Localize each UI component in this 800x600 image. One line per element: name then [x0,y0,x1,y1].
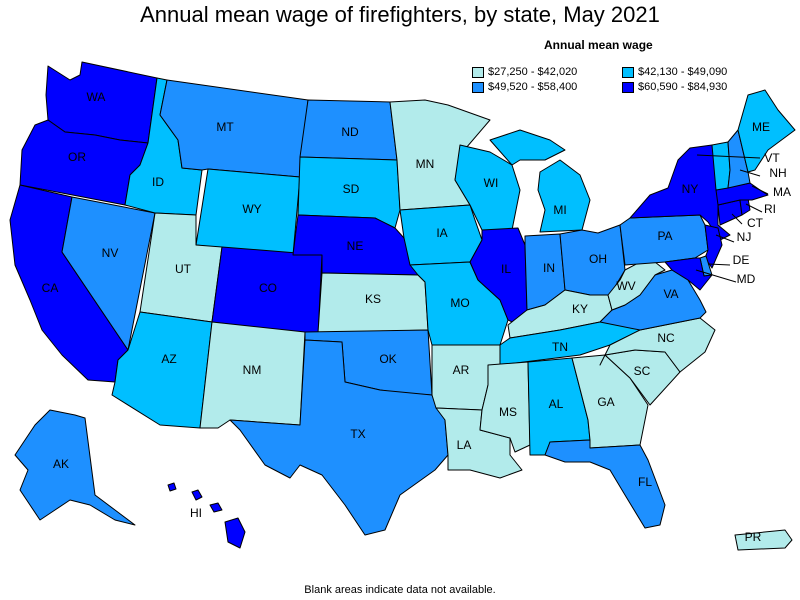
footnote: Blank areas indicate data not available. [304,584,496,596]
state-label-KY: KY [572,302,588,316]
state-label-NM: NM [243,363,262,377]
state-label-RI: RI [764,202,776,216]
state-label-WA: WA [87,90,106,104]
state-label-VT: VT [764,151,780,165]
state-label-AR: AR [453,363,470,377]
state-label-OH: OH [589,252,607,266]
legend-item-bin-3: $49,520 - $58,400 [472,81,577,93]
state-label-MO: MO [450,296,469,310]
state-label-NC: NC [657,331,675,345]
state-label-CT: CT [747,216,764,230]
state-label-TX: TX [350,427,365,441]
state-label-FL: FL [638,475,652,489]
state-IL[interactable] [469,227,528,326]
state-label-AL: AL [549,397,564,411]
state-AK[interactable] [14,409,136,526]
state-shapes [9,61,796,551]
state-label-ND: ND [341,125,359,139]
state-label-LA: LA [457,438,472,452]
state-label-CO: CO [259,281,277,295]
callout-leaders [695,154,769,283]
state-label-NY: NY [682,182,699,196]
legend-swatch-bin-2 [622,66,634,78]
state-label-NH: NH [769,166,786,180]
state-label-SC: SC [634,364,651,378]
state-PR[interactable] [734,529,793,551]
state-label-ME: ME [752,120,770,134]
state-MT[interactable] [159,79,309,178]
legend-label-bin-2: $42,130 - $49,090 [638,66,728,78]
state-labels: WA OR CA NV ID MT WY UT AZ CO NM ND SD NE KS OK TX MN IA MO… [42,90,791,544]
legend-swatch-bin-3 [472,81,484,93]
state-label-WI: WI [484,176,499,190]
legend-item-bin-1: $27,250 - $42,020 [472,66,577,78]
state-label-IN: IN [543,261,555,275]
state-label-IL: IL [501,262,511,276]
state-label-NJ: NJ [737,230,752,244]
legend-label-bin-3: $49,520 - $58,400 [488,81,578,93]
state-label-MA: MA [773,185,791,199]
legend-swatch-bin-4 [622,81,634,93]
state-WV[interactable] [607,261,666,311]
state-label-MI: MI [553,203,566,217]
state-label-KS: KS [365,292,381,306]
state-label-NV: NV [102,246,119,260]
state-label-MD: MD [737,272,756,286]
state-label-AZ: AZ [161,352,176,366]
map-title: Annual mean wage of firefighters, by sta… [140,2,660,27]
state-label-PA: PA [657,229,672,243]
state-label-IA: IA [436,226,447,240]
state-ME[interactable] [737,89,796,173]
state-MA[interactable] [715,182,769,206]
state-label-MS: MS [499,405,517,419]
state-label-HI: HI [190,506,202,520]
state-label-GA: GA [597,395,614,409]
legend-item-bin-2: $42,130 - $49,090 [622,66,727,78]
state-label-AK: AK [53,457,69,471]
state-label-WY: WY [242,202,261,216]
state-label-WV: WV [616,279,635,293]
legend-label-bin-4: $60,590 - $84,930 [638,81,728,93]
legend-title: Annual mean wage [544,38,653,52]
state-label-UT: UT [175,262,192,276]
state-label-NE: NE [347,239,364,253]
state-label-OK: OK [379,352,396,366]
state-label-MT: MT [216,120,234,134]
state-FL[interactable] [544,439,666,529]
state-label-VA: VA [663,287,678,301]
state-label-PR: PR [745,530,762,544]
state-label-TN: TN [552,340,568,354]
state-label-CA: CA [42,281,59,295]
state-label-MN: MN [416,157,435,171]
state-RI[interactable] [739,197,751,216]
state-label-DE: DE [733,253,750,267]
legend-swatch-bin-1 [472,66,484,78]
state-label-SD: SD [343,182,360,196]
state-HI[interactable] [167,482,246,549]
legend-item-bin-4: $60,590 - $84,930 [622,81,727,93]
state-label-ID: ID [152,175,164,189]
state-label-OR: OR [68,150,86,164]
legend-label-bin-1: $27,250 - $42,020 [488,66,578,78]
state-NC[interactable] [599,317,716,373]
